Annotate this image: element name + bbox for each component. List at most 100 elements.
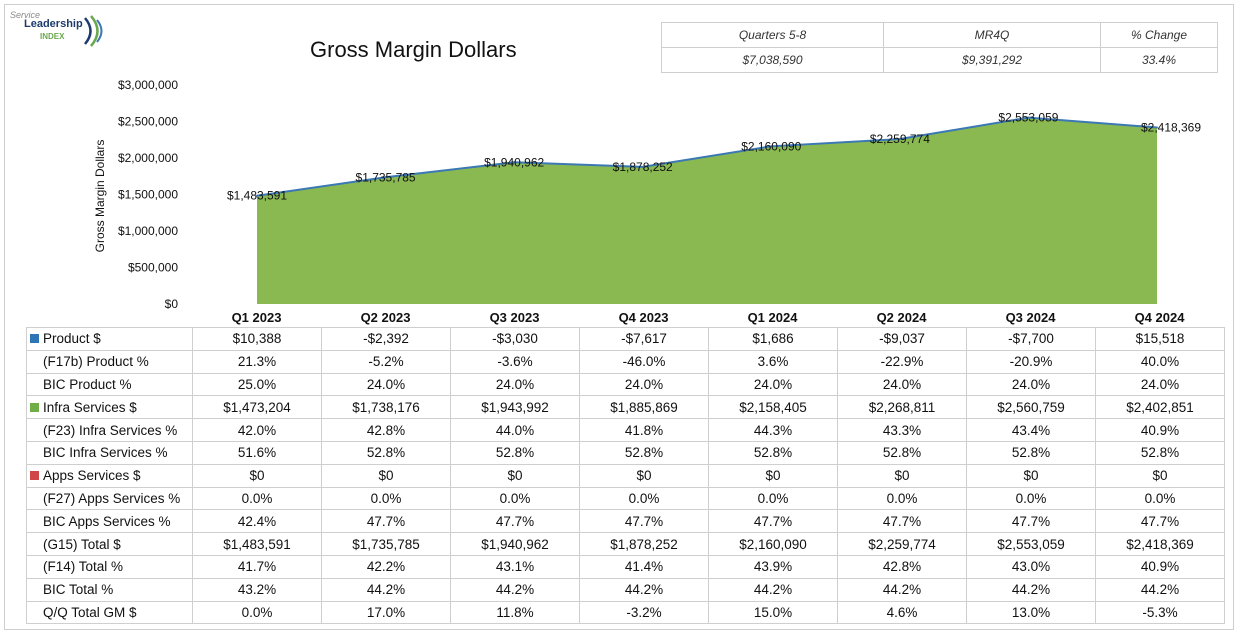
table-cell: 44.2% [1095, 577, 1225, 602]
data-point [256, 194, 258, 197]
row-label: Product $ [26, 327, 193, 351]
table-cell: 52.8% [1095, 440, 1225, 465]
data-point [770, 145, 773, 148]
chart-title: Gross Margin Dollars [310, 37, 517, 62]
table-cell: 15.0% [708, 600, 838, 625]
table-cell: 43.3% [837, 418, 967, 442]
table-cell: $0 [192, 463, 322, 488]
data-label: $2,418,369 [1141, 120, 1201, 134]
table-cell: 52.8% [708, 440, 838, 465]
table-cell: 43.1% [450, 554, 580, 579]
table-row: BIC Apps Services % 42.4% 47.7% 47.7% 47.7% 4… [26, 509, 1225, 534]
data-point [1156, 126, 1158, 129]
table-cell: -3.2% [579, 600, 709, 625]
table-cell: 43.9% [708, 554, 838, 579]
table-cell: $2,158,405 [708, 395, 838, 420]
logo-text-service: Service [10, 10, 41, 20]
y-axis-label: Gross Margin Dollars [93, 140, 107, 253]
summary-header-change: % Change [1100, 22, 1218, 48]
data-point [1027, 116, 1030, 119]
table-cell: 52.8% [579, 440, 709, 465]
table-cell: 0.0% [192, 486, 322, 511]
table-cell: 0.0% [192, 600, 322, 625]
series-line [256, 116, 1158, 197]
table-cell: $1,878,252 [579, 532, 709, 556]
table-cell: 44.2% [579, 577, 709, 602]
table-cell: 43.4% [966, 418, 1096, 442]
table-cell: $0 [837, 463, 967, 488]
table-cell: -46.0% [579, 349, 709, 374]
gross-margin-data-table: Product $ $10,388 -$2,392 -$3,030 -$7,617 $1,… [26, 327, 1225, 625]
table-cell: 0.0% [966, 486, 1096, 511]
table-cell: -5.2% [321, 349, 451, 374]
x-tick-label: Q1 2024 [748, 310, 799, 325]
table-cell: 47.7% [708, 509, 838, 534]
table-cell: 24.0% [321, 372, 451, 397]
data-label: $2,160,090 [741, 139, 801, 153]
row-label: Apps Services $ [26, 463, 193, 488]
x-tick-label: Q3 2023 [490, 310, 540, 325]
table-cell: 44.3% [708, 418, 838, 442]
table-cell: -$3,030 [450, 327, 580, 351]
table-cell: 17.0% [321, 600, 451, 625]
data-label: $2,259,774 [870, 132, 930, 146]
summary-value-mr4q: $9,391,292 [883, 47, 1101, 73]
row-label: BIC Product % [26, 372, 193, 397]
row-label: (F27) Apps Services % [26, 486, 193, 511]
row-label: BIC Apps Services % [26, 509, 193, 534]
table-cell: 21.3% [192, 349, 322, 374]
table-cell: $0 [450, 463, 580, 488]
table-cell: 3.6% [708, 349, 838, 374]
y-tick-label: $1,500,000 [118, 188, 178, 202]
logo-arcs-icon [84, 15, 103, 47]
table-cell: 25.0% [192, 372, 322, 397]
data-label: $1,483,591 [227, 189, 287, 203]
row-label-text: Q/Q Total GM $ [43, 604, 137, 620]
table-row: BIC Infra Services % 51.6% 52.8% 52.8% 52.8%… [26, 440, 1225, 465]
table-cell: $0 [708, 463, 838, 488]
summary-value-row: $7,038,590 $9,391,292 33.4% [661, 47, 1218, 73]
table-cell: $2,259,774 [837, 532, 967, 556]
table-cell: $10,388 [192, 327, 322, 351]
y-tick-label: $0 [165, 297, 179, 311]
y-tick-label: $2,500,000 [118, 115, 178, 129]
table-cell: 42.0% [192, 418, 322, 442]
table-cell: $1,735,785 [321, 532, 451, 556]
table-cell: 44.2% [966, 577, 1096, 602]
table-cell: 42.8% [837, 554, 967, 579]
row-label-text: (F27) Apps Services % [43, 490, 181, 506]
table-row: Product $ $10,388 -$2,392 -$3,030 -$7,617 $1,… [26, 327, 1225, 351]
table-cell: 52.8% [966, 440, 1096, 465]
table-cell: 42.4% [192, 509, 322, 534]
summary-value-quarters: $7,038,590 [661, 47, 884, 73]
table-cell: $0 [321, 463, 451, 488]
table-cell: 0.0% [321, 486, 451, 511]
summary-table: Quarters 5-8 MR4Q % Change $7,038,590 $9… [661, 22, 1218, 73]
table-row: Q/Q Total GM $ 0.0% 17.0% 11.8% -3.2% 15.0% 4.… [26, 600, 1225, 625]
table-cell: -$9,037 [837, 327, 967, 351]
row-label-text: (F17b) Product % [43, 354, 149, 370]
service-leadership-logo: Service Leadership INDEX [10, 10, 105, 50]
table-cell: $2,560,759 [966, 395, 1096, 420]
y-tick-label: $2,000,000 [118, 151, 178, 165]
table-cell: $1,943,992 [450, 395, 580, 420]
x-tick-label: Q2 2024 [877, 310, 928, 325]
data-label: $1,878,252 [613, 160, 673, 174]
row-label-text: Infra Services $ [43, 399, 137, 415]
table-cell: 47.7% [321, 509, 451, 534]
summary-header-quarters: Quarters 5-8 [661, 22, 884, 48]
table-cell: 47.7% [1095, 509, 1225, 534]
table-cell: 44.2% [708, 577, 838, 602]
report-frame [4, 4, 1234, 630]
x-tick-label: Q1 2023 [232, 310, 282, 325]
row-label: BIC Total % [26, 577, 193, 602]
table-cell: 52.8% [837, 440, 967, 465]
table-cell: 41.4% [579, 554, 709, 579]
table-cell: 47.7% [966, 509, 1096, 534]
table-cell: 40.9% [1095, 418, 1225, 442]
table-cell: 47.7% [837, 509, 967, 534]
table-cell: $1,483,591 [192, 532, 322, 556]
x-tick-label: Q4 2023 [619, 310, 669, 325]
table-cell: $2,553,059 [966, 532, 1096, 556]
table-cell: 42.2% [321, 554, 451, 579]
